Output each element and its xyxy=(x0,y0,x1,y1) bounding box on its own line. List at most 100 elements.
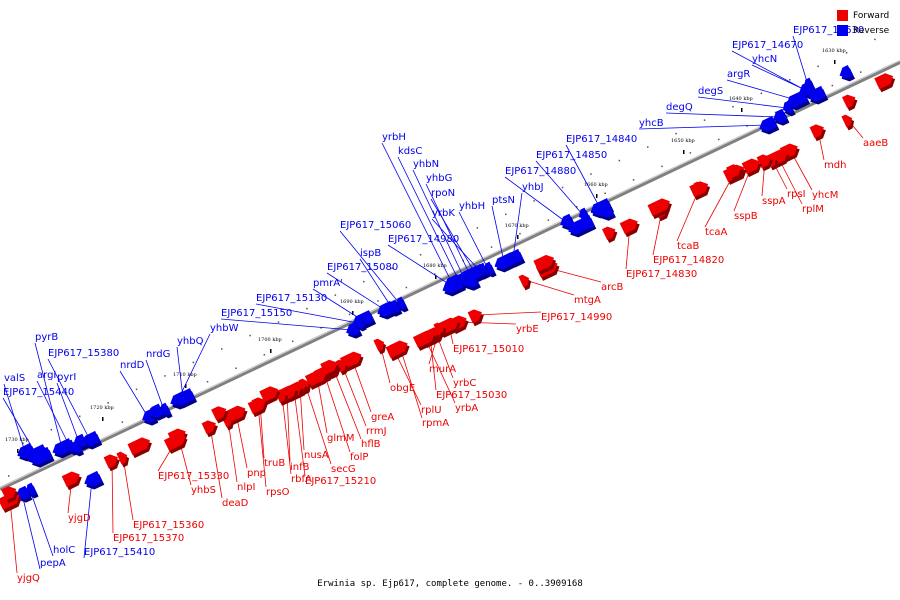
kbp-tick xyxy=(435,275,437,279)
gene-label-ejp617-14850: EJP617_14850 xyxy=(536,150,607,161)
leader-degq xyxy=(665,112,780,118)
position-dot xyxy=(121,421,124,423)
position-dot xyxy=(732,105,734,108)
gene-label-argr: argR xyxy=(727,69,750,80)
leader-rpon xyxy=(430,198,476,274)
gene-label-yrbh: yrbH xyxy=(382,132,406,143)
gene-block xyxy=(602,226,616,240)
position-dot xyxy=(221,348,223,350)
leader-argi xyxy=(36,380,71,448)
position-dot xyxy=(391,267,393,269)
gene-label-ejp617-15010: EJP617_15010 xyxy=(453,344,524,355)
gene-block xyxy=(320,359,338,375)
gene-label-nlpi: nlpI xyxy=(237,482,255,493)
position-dot xyxy=(434,273,436,275)
gene-aaeb xyxy=(841,114,853,128)
leader-secg xyxy=(304,383,332,465)
kbp-label: 1730 kbp xyxy=(5,437,29,443)
gene-label-ejp617-14830: EJP617_14830 xyxy=(626,269,697,280)
gene-block xyxy=(70,440,83,454)
leader-ejp617-15150 xyxy=(220,318,353,331)
gene-label-nrdg: nrdG xyxy=(146,349,170,360)
gene-arrows xyxy=(0,65,896,513)
gene-label-rplm: rplM xyxy=(802,204,824,215)
legend-forward: Forward xyxy=(837,8,897,23)
gene-label-yhbh: yhbH xyxy=(459,201,485,212)
kbp-label: 1710 kbp xyxy=(173,372,197,378)
leader-hflb xyxy=(332,367,362,440)
kbp-tick xyxy=(517,235,519,239)
gene-label-degq: degQ xyxy=(666,102,693,113)
leader-argr xyxy=(726,79,797,101)
leader-ejp617-15130 xyxy=(255,303,359,324)
leader-rpso xyxy=(257,404,267,488)
gene-block xyxy=(1,486,17,501)
gene-label-pyrb: pyrB xyxy=(35,332,58,343)
leader-yrbh xyxy=(381,142,453,284)
gene-label-ejp617-14980: EJP617_14980 xyxy=(388,234,459,245)
gene-label-yhbw: yhbW xyxy=(210,323,239,334)
gene-label-pnp: pnp xyxy=(247,468,266,479)
kbp-label: 1670 kbp xyxy=(505,223,529,229)
gene-block xyxy=(839,65,853,79)
gene-ejp617-14830 xyxy=(619,218,638,235)
gene-label-yjgd: yjgD xyxy=(68,513,91,524)
position-dot xyxy=(277,321,280,323)
leader-ejp617-14880 xyxy=(504,176,567,223)
gene-ejp617-14980 xyxy=(442,276,465,294)
gene-label-aaeb: aaeB xyxy=(863,138,888,149)
gene-rpso xyxy=(247,398,266,415)
gene-rrmj xyxy=(335,359,347,373)
position-dot xyxy=(831,84,834,87)
label-lines xyxy=(2,35,864,574)
position-dot xyxy=(363,280,365,283)
gene-block xyxy=(598,203,614,218)
leader-yhbg xyxy=(425,183,471,276)
leader-ejp617-14670 xyxy=(731,50,806,91)
gene-label-yrba: yrbA xyxy=(455,403,478,414)
gene-label-ejp617-14670: EJP617_14670 xyxy=(732,40,803,51)
position-dot xyxy=(348,313,351,316)
gene-label-yrbe: yrbE xyxy=(516,324,539,335)
kbp-label: 1690 kbp xyxy=(340,299,364,305)
gene-block xyxy=(689,181,709,198)
gene-yjgd xyxy=(61,471,80,488)
gene-ejp617-15360 xyxy=(116,451,128,465)
kbp-tick xyxy=(834,60,836,64)
gene-label-ispb: ispB xyxy=(360,248,381,259)
gene-label-yhbn: yhbN xyxy=(413,159,439,170)
position-dot xyxy=(760,92,763,94)
gene-obge xyxy=(373,338,385,352)
leader-ejp617-15380 xyxy=(47,358,91,441)
gene-label-mdh: mdh xyxy=(824,160,846,171)
position-dot xyxy=(505,213,507,216)
gene-label-pepa: pepA xyxy=(40,558,66,569)
gene-label-ejp617-15330: EJP617_15330 xyxy=(158,471,229,482)
leader-nlpi xyxy=(227,419,238,483)
gene-label-ejp617-15080: EJP617_15080 xyxy=(327,262,398,273)
gene-label-ejp617-14820: EJP617_14820 xyxy=(653,255,724,266)
gene-block xyxy=(568,215,595,235)
leader-degs xyxy=(697,96,788,109)
leader-pepa xyxy=(21,493,41,570)
gene-degq xyxy=(773,108,788,123)
gene-ejp617-15370 xyxy=(103,454,118,469)
position-dot xyxy=(789,79,791,81)
leader-rplu xyxy=(393,349,422,406)
gene-label-ejp617-15130: EJP617_15130 xyxy=(256,293,327,304)
position-dot xyxy=(604,192,606,195)
gene-label-tcaa: tcaA xyxy=(705,227,728,238)
kbp-tick xyxy=(270,349,272,353)
reverse-swatch xyxy=(837,25,848,36)
gene-label-yrbc: yrbC xyxy=(453,378,476,389)
gene-block xyxy=(463,273,479,288)
gene-label-grea: greA xyxy=(371,412,394,423)
position-dot xyxy=(320,327,322,329)
gene-label-yhcn: yhcN xyxy=(752,54,777,65)
gene-label-ejp617-15440: EJP617_15440 xyxy=(3,387,74,398)
position-dot xyxy=(860,71,862,73)
gene-label-yhbj: yhbJ xyxy=(522,182,544,193)
gene-label-ptsn: ptsN xyxy=(492,195,515,206)
position-dot xyxy=(164,375,166,377)
